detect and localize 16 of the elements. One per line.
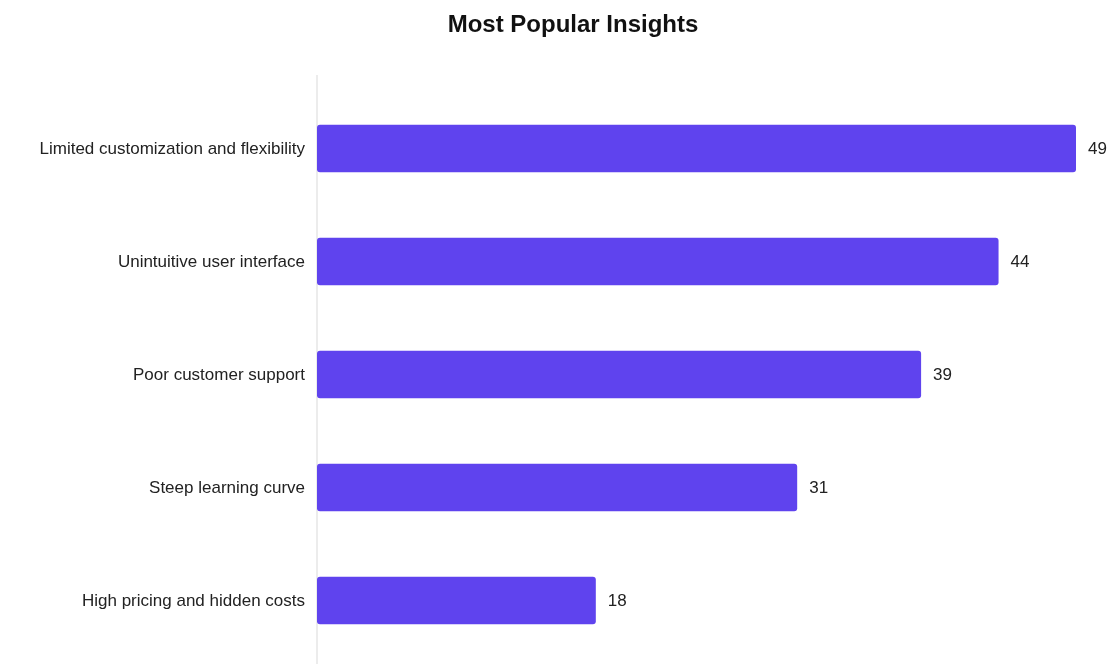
chart-title: Most Popular Insights — [447, 10, 699, 37]
data-label: 44 — [1010, 252, 1030, 272]
data-label: 39 — [933, 365, 953, 385]
y-tick-label: High pricing and hidden costs — [81, 591, 305, 611]
y-tick-label: Unintuitive user interface — [117, 252, 305, 272]
y-tick-label: Limited customization and flexibility — [39, 139, 306, 159]
data-label: 31 — [809, 478, 829, 498]
bar — [317, 463, 798, 512]
y-tick-label: Poor customer support — [133, 365, 306, 385]
bar — [317, 350, 922, 399]
data-label: 18 — [607, 591, 627, 611]
y-tick-label: Steep learning curve — [149, 478, 305, 498]
data-label: 49 — [1088, 139, 1107, 159]
bar — [317, 237, 999, 286]
bar — [317, 124, 1076, 173]
bar — [317, 576, 596, 625]
